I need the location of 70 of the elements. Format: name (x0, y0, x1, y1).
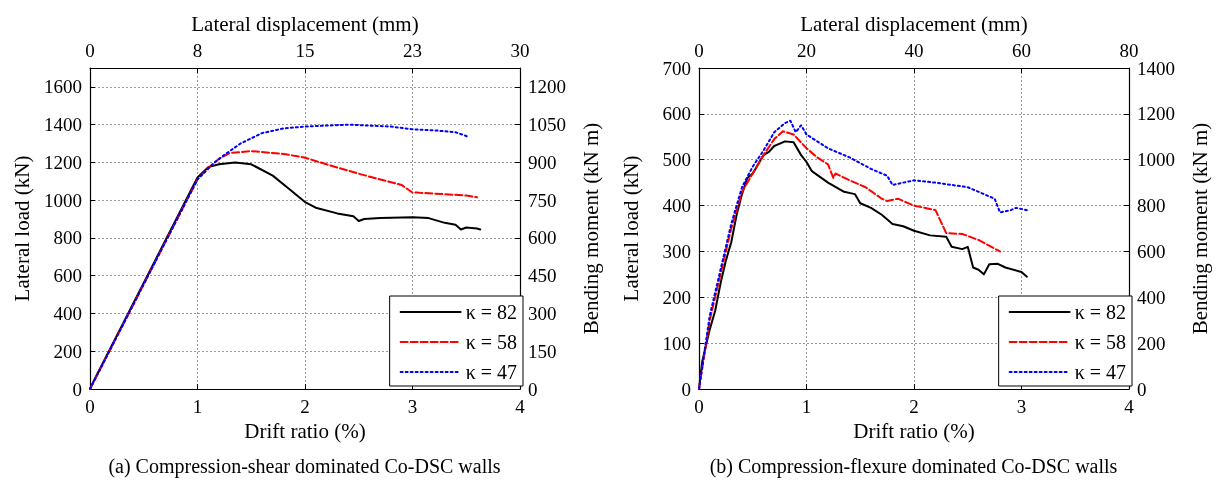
x-tick-label: 4 (515, 396, 526, 417)
y2-axis-title: Bending moment (kN m) (1187, 122, 1212, 335)
x2-tick-label: 0 (694, 40, 704, 61)
legend-label: κ = 58 (465, 331, 517, 353)
x2-tick-label: 0 (85, 40, 95, 61)
legend-label: κ = 82 (1074, 301, 1126, 323)
x2-tick-label: 40 (904, 40, 924, 61)
x-tick-label: 2 (300, 396, 310, 417)
x-tick-label: 0 (694, 396, 704, 417)
y-tick-label: 600 (53, 265, 82, 287)
legend-label: κ = 82 (465, 301, 517, 323)
y-tick-label: 0 (681, 378, 691, 400)
y-tick-label: 100 (662, 332, 691, 354)
y2-tick-label: 0 (528, 378, 538, 400)
x-tick-label: 2 (909, 396, 919, 417)
y2-axis-title: Bending moment (kN m) (578, 122, 603, 335)
x2-tick-label: 80 (1119, 40, 1139, 61)
y2-tick-label: 1000 (1137, 149, 1175, 171)
legend-label: κ = 47 (465, 361, 517, 383)
y2-tick-label: 750 (528, 189, 557, 211)
y-tick-label: 700 (662, 57, 691, 79)
y2-tick-label: 600 (1137, 240, 1166, 262)
y2-tick-label: 600 (528, 227, 557, 249)
x-tick-label: 1 (801, 396, 812, 417)
y-tick-label: 1400 (44, 114, 82, 136)
text: (a) Compression-shear dominated Co-DSC walls (108, 455, 501, 478)
y2-tick-label: 1050 (528, 114, 566, 136)
y2-tick-label: 450 (528, 265, 557, 287)
y-tick-label: 400 (662, 195, 691, 217)
x2-axis-title: Lateral displacement (mm) (800, 11, 1028, 36)
x-tick-label: 3 (1016, 396, 1027, 417)
y-tick-label: 800 (53, 227, 82, 249)
x-tick-label: 0 (85, 396, 95, 417)
y-axis-title: Lateral load (kN) (9, 155, 34, 302)
x-axis-title: Drift ratio (%) (853, 419, 975, 444)
y-tick-label: 300 (662, 240, 691, 262)
y2-tick-label: 800 (1137, 195, 1166, 217)
y-tick-label: 400 (53, 302, 82, 324)
y2-tick-label: 1200 (528, 76, 566, 98)
y-tick-label: 1600 (44, 76, 82, 98)
y-tick-label: 500 (662, 149, 691, 171)
y2-tick-label: 1400 (1137, 57, 1175, 79)
y-tick-label: 1200 (44, 151, 82, 173)
x2-axis-title: Lateral displacement (mm) (191, 11, 419, 36)
legend-label: κ = 58 (1074, 331, 1126, 353)
y2-tick-label: 900 (528, 151, 557, 173)
y-tick-label: 0 (72, 378, 82, 400)
x2-tick-label: 60 (1012, 40, 1031, 61)
y2-tick-label: 150 (528, 340, 557, 362)
x2-tick-label: 8 (192, 40, 203, 61)
x-tick-label: 1 (192, 396, 203, 417)
y2-tick-label: 300 (528, 302, 557, 324)
x2-tick-label: 20 (797, 40, 816, 61)
x2-tick-label: 30 (510, 40, 530, 61)
y-tick-label: 1000 (44, 189, 82, 211)
y2-tick-label: 200 (1137, 332, 1166, 354)
y-tick-label: 200 (53, 340, 82, 362)
x2-tick-label: 23 (403, 40, 422, 61)
x2-tick-label: 15 (295, 40, 315, 61)
y-tick-label: 600 (662, 103, 691, 125)
x-tick-label: 3 (407, 396, 418, 417)
y-axis-title: Lateral load (kN) (618, 155, 643, 302)
x-axis-title: Drift ratio (%) (244, 419, 366, 444)
y2-tick-label: 400 (1137, 286, 1166, 308)
x-tick-label: 4 (1124, 396, 1135, 417)
text: (b) Compression-flexure dominated Co-DSC walls (709, 455, 1118, 478)
y-tick-label: 200 (662, 286, 691, 308)
y2-tick-label: 1200 (1137, 103, 1175, 125)
y2-tick-label: 0 (1137, 378, 1147, 400)
legend-label: κ = 47 (1074, 361, 1126, 383)
